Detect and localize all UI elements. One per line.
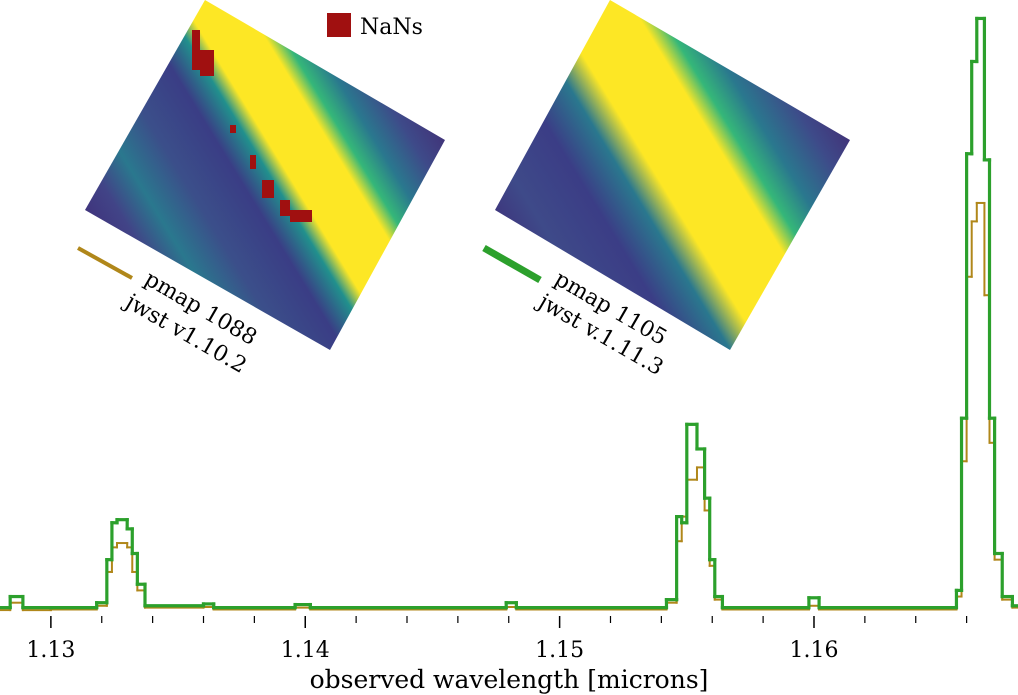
x-tick-label: 1.16	[790, 638, 839, 663]
x-tick-label: 1.14	[281, 638, 330, 663]
nan-legend-label: NaNs	[360, 15, 423, 40]
x-axis-label: observed wavelength [microns]	[310, 665, 709, 694]
spectrum	[0, 16, 1018, 610]
x-tick-label: 1.15	[535, 638, 584, 663]
legend-swatch	[482, 244, 542, 284]
inset-right	[495, 0, 850, 350]
cube-image	[85, 0, 445, 350]
nan-pixels	[192, 30, 312, 222]
inset-left	[85, 0, 445, 350]
nan-swatch	[327, 13, 351, 37]
legend-swatch	[77, 246, 133, 280]
cube-image	[495, 0, 850, 350]
x-tick-label: 1.13	[26, 638, 75, 663]
